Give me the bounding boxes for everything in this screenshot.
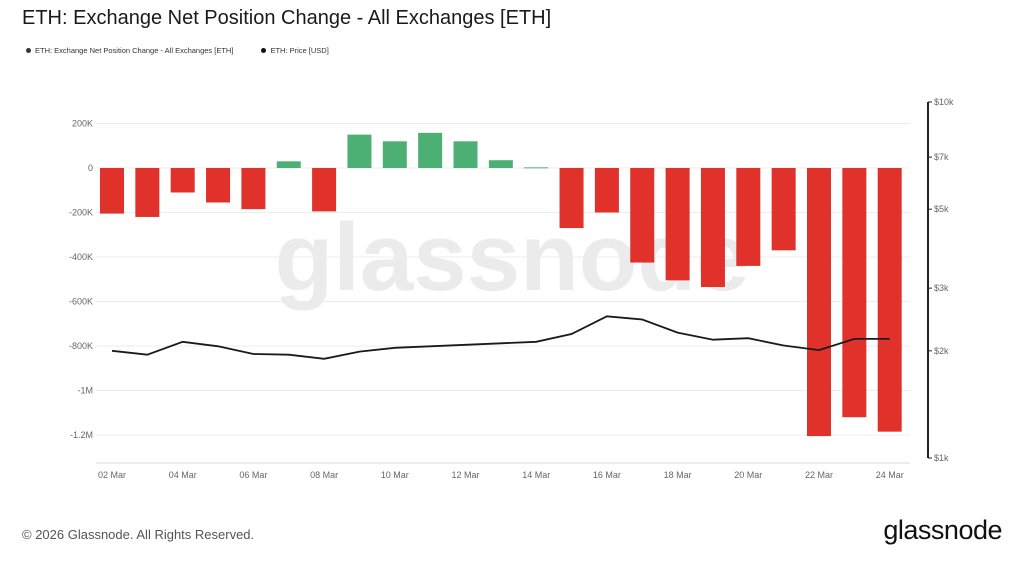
x-tick-label: 08 Mar <box>310 470 338 480</box>
brand-logo[interactable]: glassnode <box>883 515 1002 545</box>
legend: ETH: Exchange Net Position Change - All … <box>26 46 329 55</box>
bar <box>630 168 655 263</box>
legend-label-net-position: ETH: Exchange Net Position Change - All … <box>35 46 234 55</box>
y-right-tick-label: $10k <box>934 97 954 107</box>
x-tick-label: 12 Mar <box>451 470 479 480</box>
bar <box>842 168 867 418</box>
x-tick-label: 14 Mar <box>522 470 550 480</box>
y-right-tick-label: $3k <box>934 283 949 293</box>
y-left-tick-label: -1M <box>78 386 94 396</box>
legend-item-net-position[interactable]: ETH: Exchange Net Position Change - All … <box>26 46 233 55</box>
bar <box>771 168 796 251</box>
x-tick-label: 18 Mar <box>664 470 692 480</box>
x-tick-label: 16 Mar <box>593 470 621 480</box>
y-right-tick-label: $2k <box>934 346 949 356</box>
y-right-tick-label: $1k <box>934 453 949 463</box>
y-left-tick-label: 200K <box>72 119 93 129</box>
y-left-tick-label: -200K <box>69 208 93 218</box>
bar <box>135 168 160 217</box>
bar <box>665 168 690 281</box>
y-left-tick-label: 0 <box>88 163 93 173</box>
bar <box>382 141 407 168</box>
chart-title: ETH: Exchange Net Position Change - All … <box>22 7 552 29</box>
bar <box>559 168 584 229</box>
bar <box>594 168 619 213</box>
y-left-tick-label: -800K <box>69 341 93 351</box>
x-tick-label: 04 Mar <box>169 470 197 480</box>
y-right-tick-label: $7k <box>934 152 949 162</box>
chart-area: glassnode200K0-200K-400K-600K-800K-1M-1.… <box>69 97 954 480</box>
bar <box>206 168 231 203</box>
bar <box>347 134 372 168</box>
bar <box>807 168 831 437</box>
bar <box>488 160 513 168</box>
bar <box>453 141 478 168</box>
bar <box>736 168 761 266</box>
bar <box>312 168 337 212</box>
y-right-tick-label: $5k <box>934 204 949 214</box>
x-tick-label: 06 Mar <box>239 470 267 480</box>
legend-dot-icon <box>26 48 31 53</box>
legend-item-price[interactable]: ETH: Price [USD] <box>261 46 329 55</box>
bar <box>276 161 301 168</box>
x-tick-label: 22 Mar <box>805 470 833 480</box>
x-tick-label: 02 Mar <box>98 470 126 480</box>
y-left-tick-label: -600K <box>69 297 93 307</box>
y-left-tick-label: -1.2M <box>70 430 93 440</box>
bar <box>700 168 725 288</box>
legend-dot-icon <box>261 48 267 53</box>
bar <box>241 168 266 210</box>
bar <box>170 168 195 193</box>
x-tick-label: 24 Mar <box>876 470 904 480</box>
bar <box>100 168 124 214</box>
y-left-tick-label: -400K <box>69 252 93 262</box>
bar <box>877 168 902 432</box>
bar <box>418 132 443 168</box>
price-line <box>111 315 890 360</box>
legend-label-price: ETH: Price [USD] <box>270 46 329 55</box>
bar <box>524 167 549 169</box>
x-tick-label: 20 Mar <box>734 470 762 480</box>
x-tick-label: 10 Mar <box>381 470 409 480</box>
copyright-text: © 2026 Glassnode. All Rights Reserved. <box>22 527 255 542</box>
